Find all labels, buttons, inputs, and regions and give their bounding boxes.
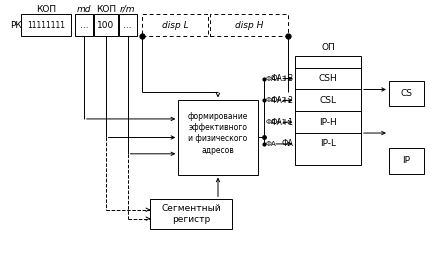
Text: disp L: disp L bbox=[162, 21, 189, 30]
Text: disp H: disp H bbox=[235, 21, 263, 30]
Bar bbox=[295, 56, 361, 165]
Text: CSH: CSH bbox=[319, 74, 338, 83]
Bar bbox=[389, 81, 423, 106]
Text: ФА: ФА bbox=[266, 141, 276, 147]
Text: формирование
эффективного
и физического
адресов: формирование эффективного и физического … bbox=[188, 112, 248, 154]
Text: РК: РК bbox=[10, 21, 22, 30]
Bar bbox=[142, 14, 208, 36]
Text: 100: 100 bbox=[97, 21, 114, 30]
Text: ОП: ОП bbox=[321, 44, 335, 52]
Text: CSL: CSL bbox=[320, 96, 337, 105]
Text: ФА+3: ФА+3 bbox=[270, 74, 294, 83]
Text: ...: ... bbox=[80, 21, 88, 30]
Bar bbox=[94, 14, 118, 36]
Bar bbox=[119, 14, 136, 36]
Bar bbox=[389, 148, 423, 174]
Text: r/m: r/m bbox=[120, 5, 136, 14]
Text: ФА+2: ФА+2 bbox=[266, 97, 287, 103]
Text: IP-H: IP-H bbox=[320, 118, 337, 127]
Text: IP-L: IP-L bbox=[320, 140, 336, 149]
Text: ...: ... bbox=[123, 21, 132, 30]
Text: Сегментный
регистр: Сегментный регистр bbox=[162, 204, 221, 224]
Text: md: md bbox=[77, 5, 91, 14]
Bar bbox=[210, 14, 288, 36]
Bar bbox=[75, 14, 93, 36]
Text: ФА+2: ФА+2 bbox=[271, 96, 294, 105]
Text: IP: IP bbox=[402, 156, 410, 165]
Text: КОП: КОП bbox=[96, 5, 116, 14]
Text: ФА: ФА bbox=[281, 140, 294, 149]
Text: ФА+1: ФА+1 bbox=[271, 118, 294, 127]
Text: ФА+3: ФА+3 bbox=[266, 76, 287, 82]
Text: КОП: КОП bbox=[36, 5, 56, 14]
Text: CS: CS bbox=[400, 89, 412, 98]
Text: 11111111: 11111111 bbox=[27, 21, 65, 30]
Bar bbox=[178, 100, 258, 175]
Bar bbox=[150, 199, 232, 229]
Text: ФА+1: ФА+1 bbox=[266, 119, 287, 125]
Bar bbox=[21, 14, 71, 36]
